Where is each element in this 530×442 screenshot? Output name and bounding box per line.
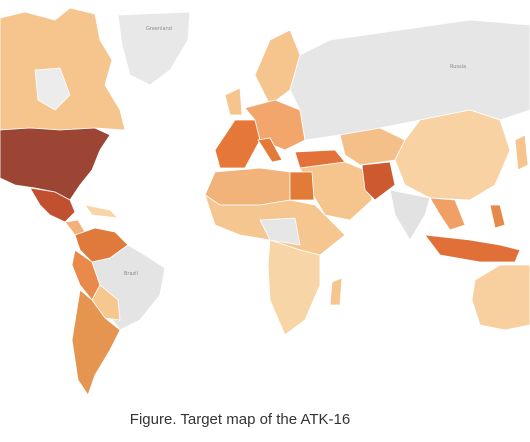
southern-africa (267, 239, 321, 336)
map-label: Greenland (146, 26, 172, 32)
caribbean (84, 204, 120, 219)
pakistan (361, 161, 396, 201)
madagascar (329, 277, 343, 306)
map-label: Brazil (124, 271, 138, 277)
philippines (489, 204, 506, 229)
southeast-asia (429, 197, 466, 231)
india (389, 189, 431, 241)
egypt (289, 171, 315, 201)
greenland (117, 11, 191, 86)
australia (471, 264, 530, 331)
map-shapes: Greenland Brazil Russia (0, 7, 530, 396)
italy (257, 137, 283, 163)
map-label: Russia (450, 64, 466, 70)
figure-caption: Figure. Target map of the ATK-16 (130, 411, 350, 428)
mexico (29, 187, 76, 223)
canada-gray (34, 67, 71, 111)
china (394, 109, 511, 201)
indonesia (424, 234, 521, 263)
central-europe (244, 99, 306, 151)
central-africa-gray (259, 217, 301, 246)
north-africa (204, 167, 291, 206)
japan (514, 134, 529, 171)
argentina-chile (71, 289, 121, 396)
usa (0, 127, 111, 201)
uk (224, 87, 243, 116)
